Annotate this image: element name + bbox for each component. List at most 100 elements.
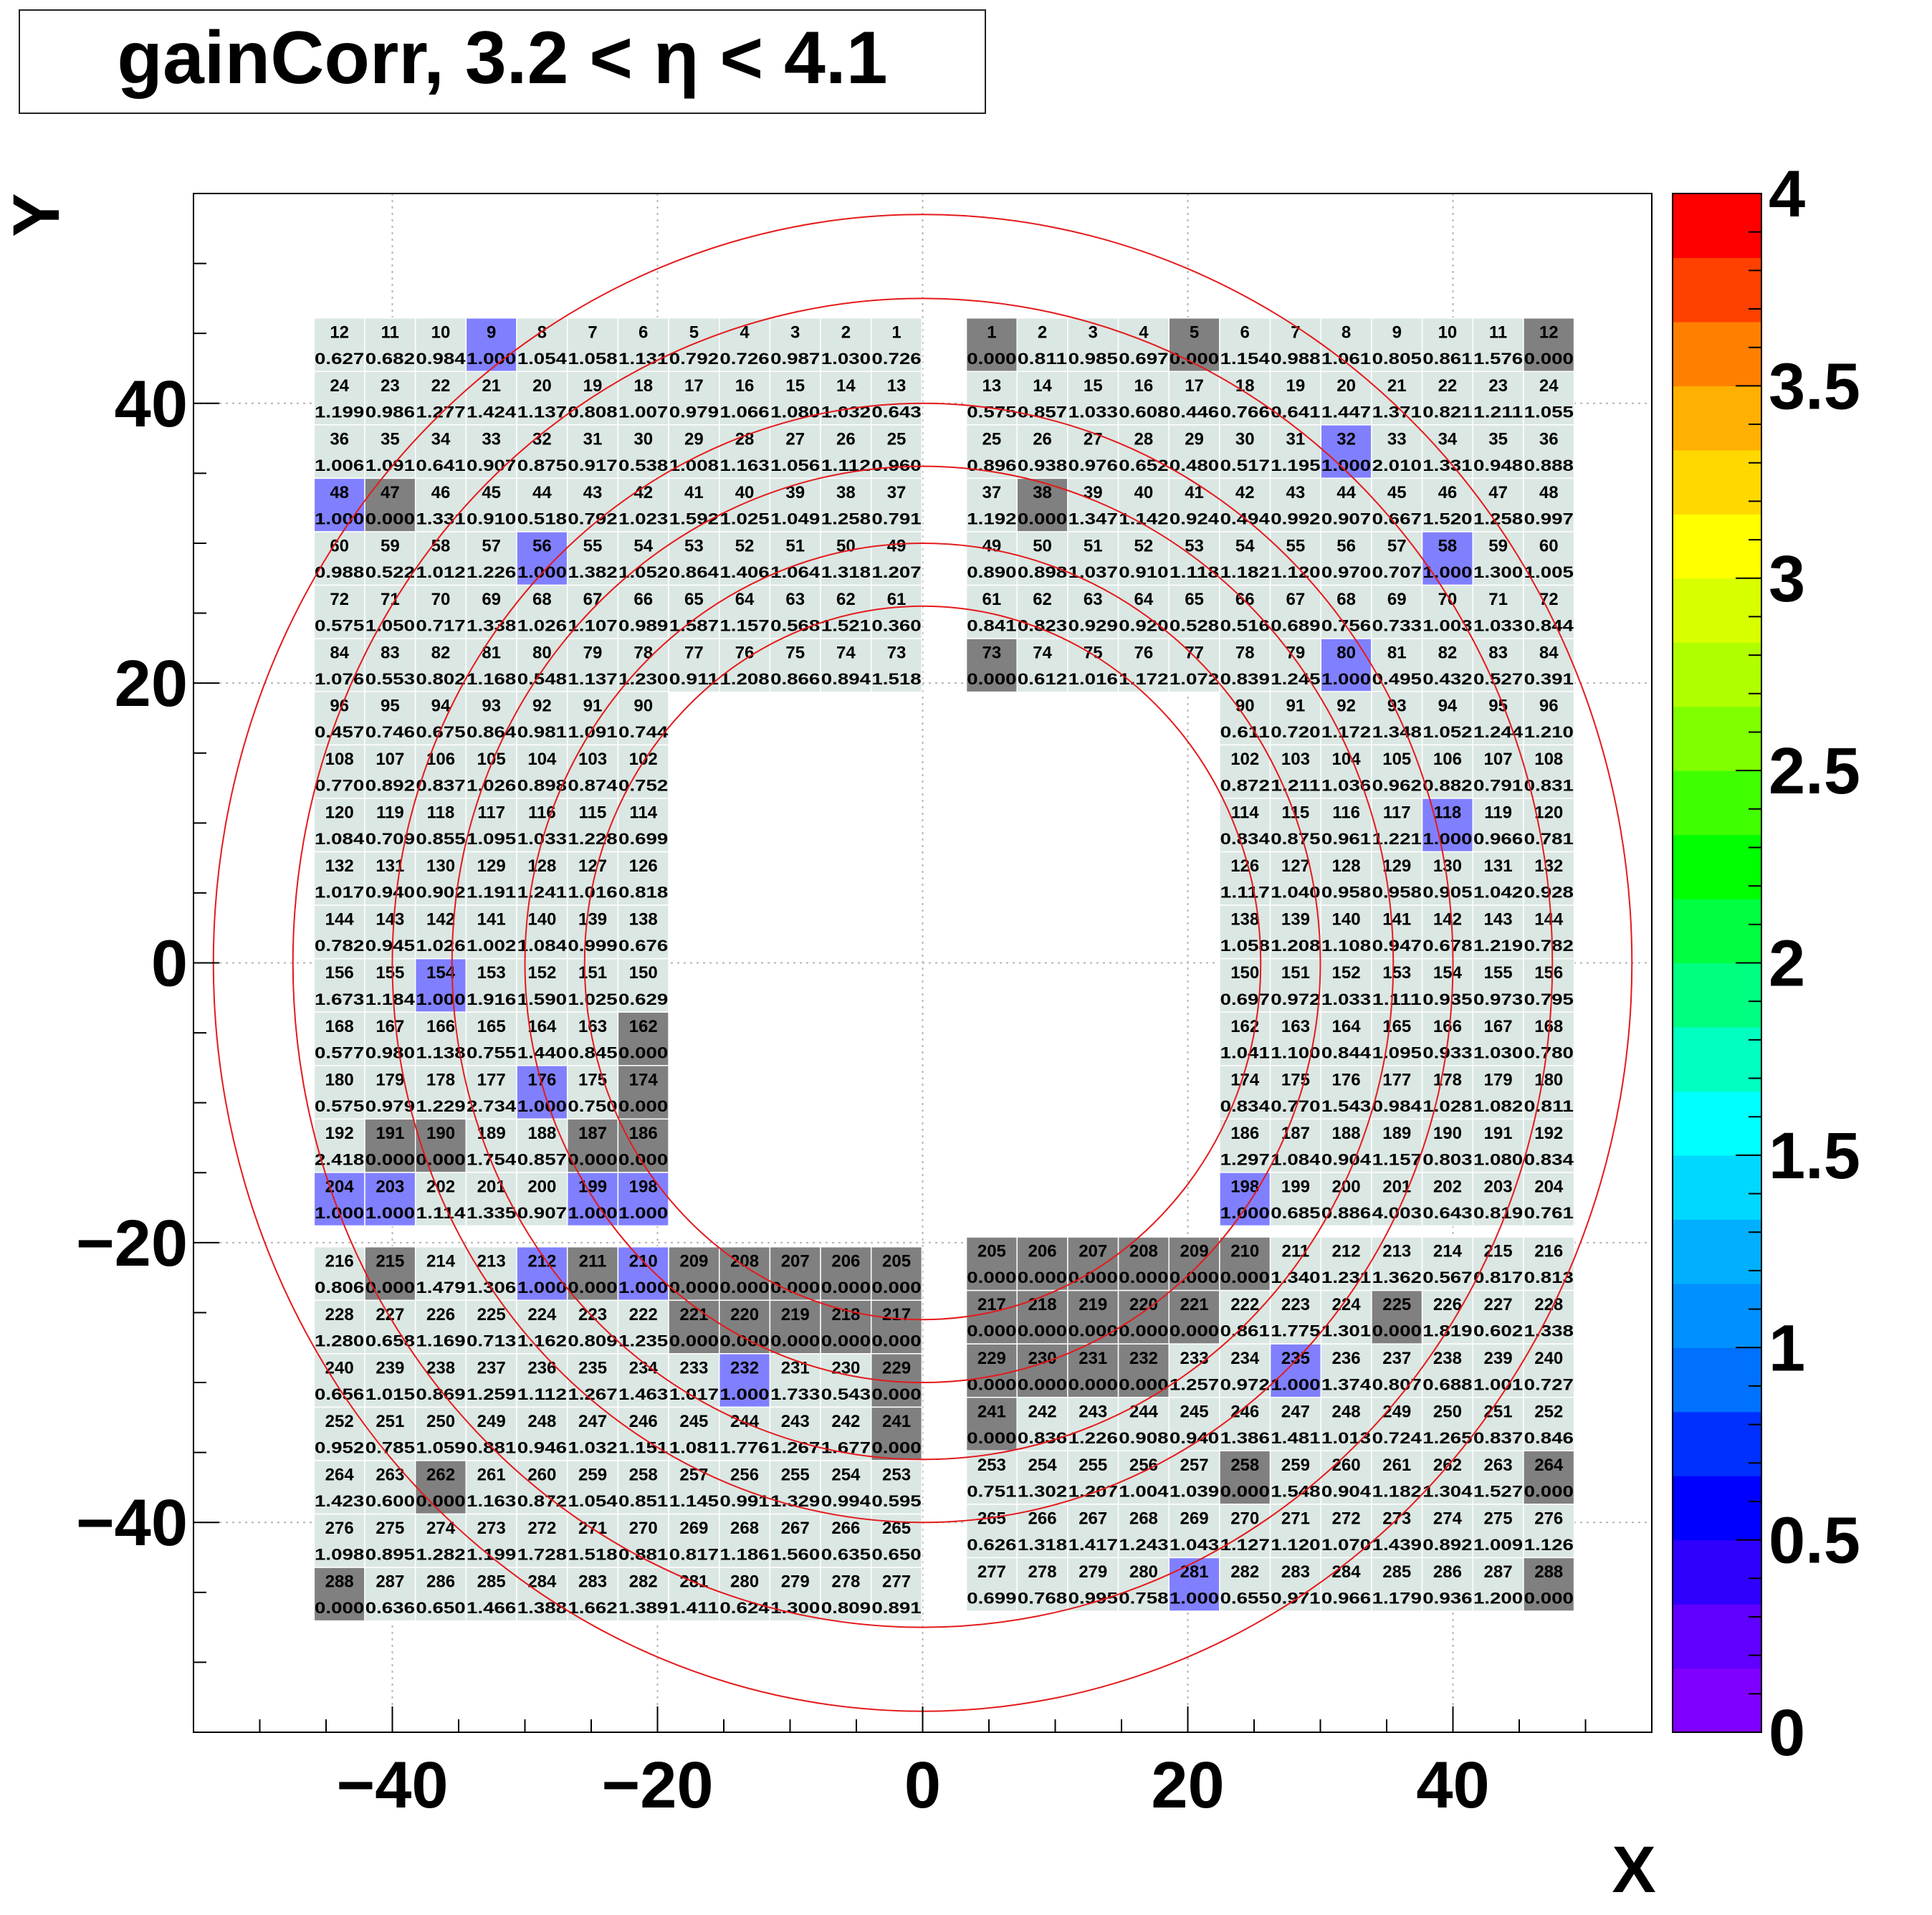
- cell-id-label: 165: [477, 1017, 506, 1036]
- cell-value-label: 0.697: [1220, 990, 1270, 1008]
- cell-id-label: 253: [977, 1456, 1006, 1475]
- cell-191: [364, 1118, 416, 1173]
- cell-id-label: 232: [1129, 1349, 1158, 1368]
- cell-id-label: 96: [1539, 696, 1559, 715]
- cell-256: [718, 1460, 771, 1515]
- cell-278: [820, 1567, 872, 1622]
- cell-id-label: 55: [1286, 537, 1306, 556]
- cell-150: [617, 958, 669, 1013]
- cell-23: [1472, 371, 1524, 426]
- cell-value-label: 0.635: [821, 1546, 871, 1564]
- cell-id-label: 61: [887, 590, 907, 609]
- cell-value-label: 0.811: [1524, 1097, 1574, 1115]
- cell-77: [1168, 638, 1220, 693]
- cell-value-label: 1.179: [1372, 1590, 1422, 1608]
- cell-value-label: 0.938: [1018, 457, 1067, 474]
- cell-id-label: 49: [887, 537, 907, 556]
- cell-value-label: 1.033: [1473, 617, 1523, 635]
- cell-value-label: 0.602: [1473, 1322, 1523, 1340]
- cell-id-label: 103: [578, 750, 607, 769]
- cell-value-label: 0.636: [365, 1599, 415, 1617]
- cell-value-label: 0.627: [315, 350, 364, 368]
- cell-143: [1472, 904, 1524, 960]
- cell-value-label: 1.052: [618, 563, 668, 581]
- cell-id-label: 262: [426, 1466, 455, 1485]
- cell-value-label: 1.199: [315, 403, 364, 421]
- cell-26: [820, 424, 872, 479]
- cell-id-label: 63: [1084, 590, 1103, 609]
- cell-id-label: 275: [1484, 1509, 1513, 1528]
- cell-id-label: 215: [376, 1251, 404, 1271]
- cell-12: [313, 317, 365, 373]
- cell-value-label: 0.831: [1524, 777, 1574, 795]
- cell-id-label: 94: [431, 696, 451, 715]
- cell-id-label: 273: [477, 1519, 506, 1538]
- cell-value-label: 0.699: [618, 830, 668, 848]
- cell-8: [516, 317, 568, 373]
- cell-id-label: 103: [1281, 750, 1310, 769]
- cell-value-label: 0.987: [770, 350, 820, 368]
- cell-id-label: 80: [532, 644, 552, 663]
- cell-id-label: 222: [629, 1305, 658, 1324]
- cell-163: [1269, 1011, 1321, 1066]
- cell-value-label: 0.997: [1524, 510, 1574, 528]
- cell-value-label: 0.652: [1119, 457, 1168, 474]
- cell-value-label: 1.340: [1271, 1269, 1320, 1286]
- cell-id-label: 30: [1235, 429, 1255, 449]
- cell-value-label: 0.000: [1524, 1482, 1574, 1500]
- cell-id-label: 73: [887, 644, 907, 663]
- cell-id-label: 3: [1089, 323, 1098, 342]
- cell-190: [414, 1118, 467, 1173]
- cell-id-label: 282: [1230, 1562, 1259, 1582]
- cell-value-label: 0.000: [1119, 1269, 1168, 1286]
- cell-id-label: 206: [831, 1251, 860, 1271]
- cell-id-label: 190: [1433, 1124, 1462, 1143]
- cell-value-label: 1.091: [365, 457, 415, 474]
- cell-id-label: 75: [1084, 644, 1103, 663]
- cell-138: [1219, 904, 1271, 960]
- cell-id-label: 4: [1139, 323, 1149, 342]
- cell-id-label: 49: [982, 537, 1002, 556]
- cell-118: [1421, 798, 1473, 853]
- cell-id-label: 251: [376, 1412, 404, 1431]
- cell-id-label: 141: [1382, 910, 1411, 930]
- colorbar-segment: [1673, 1668, 1761, 1733]
- cell-value-label: 0.995: [1068, 1590, 1118, 1608]
- cell-value-label: 1.118: [1170, 563, 1219, 581]
- cell-value-label: 1.182: [1372, 1482, 1422, 1500]
- cell-id-label: 200: [527, 1177, 556, 1196]
- cell-103: [566, 744, 619, 799]
- colorbar-segment: [1673, 1219, 1761, 1284]
- cell-id-label: 102: [1230, 750, 1259, 769]
- cell-value-label: 1.258: [821, 510, 871, 528]
- cell-id-label: 269: [679, 1519, 708, 1538]
- cell-178: [1421, 1065, 1473, 1120]
- cell-value-label: 1.406: [719, 563, 769, 581]
- cell-value-label: 0.947: [1372, 937, 1422, 955]
- cell-id-label: 258: [629, 1466, 658, 1485]
- cell-108: [1523, 744, 1575, 799]
- cell-value-label: 1.257: [1170, 1375, 1219, 1393]
- cell-id-label: 178: [426, 1070, 455, 1089]
- colorbar-segment: [1673, 834, 1761, 899]
- cell-9: [465, 317, 517, 373]
- cell-287: [364, 1567, 416, 1622]
- cell-value-label: 0.999: [568, 937, 617, 955]
- cell-223: [1269, 1289, 1321, 1345]
- cell-value-label: 1.084: [1271, 1150, 1321, 1168]
- cell-value-label: 0.894: [821, 670, 871, 688]
- colorbar-tick-label: 2.5: [1769, 735, 1860, 808]
- cell-id-label: 5: [1190, 323, 1199, 342]
- cell-value-label: 0.844: [1524, 617, 1574, 635]
- cell-id-label: 243: [1079, 1402, 1107, 1421]
- cell-id-label: 77: [1185, 644, 1204, 663]
- cell-213: [465, 1246, 517, 1302]
- cell-value-label: 0.994: [821, 1492, 871, 1510]
- cell-id-label: 6: [639, 323, 648, 342]
- cell-value-label: 1.000: [365, 1204, 415, 1222]
- cell-value-label: 0.888: [1524, 457, 1574, 474]
- cell-id-label: 36: [330, 429, 349, 449]
- cell-id-label: 259: [1281, 1456, 1310, 1475]
- cell-id-label: 239: [1484, 1349, 1513, 1368]
